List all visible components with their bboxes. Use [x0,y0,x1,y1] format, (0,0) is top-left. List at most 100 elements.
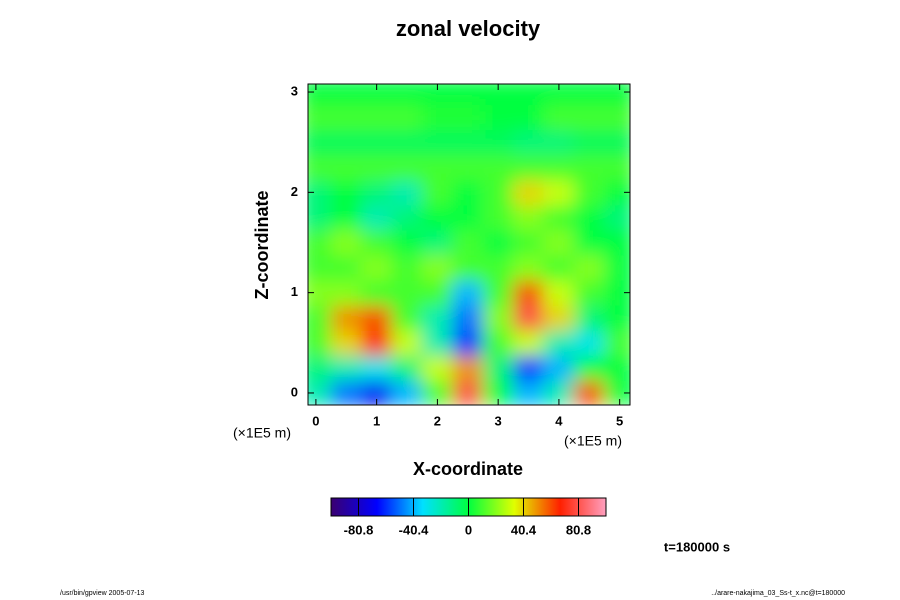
cell [603,379,630,405]
colorbar-tick-label: 0 [465,522,472,537]
cell [452,304,484,331]
cell [603,84,630,106]
cell [391,329,423,356]
cell [391,179,423,206]
cell [391,154,423,181]
y-unit: (×1E5 m) [233,425,291,441]
cell [360,279,393,306]
cell [512,254,545,281]
cell [330,304,362,331]
cell [573,104,605,131]
x-tick-label: 4 [555,413,563,428]
cell [573,304,605,331]
cell [603,154,630,181]
cell [573,279,605,306]
cell [360,329,393,356]
cell [573,204,605,231]
cell [452,229,484,256]
cell [360,254,393,281]
cell [543,354,575,381]
cell [482,329,514,356]
cell [543,129,575,156]
cell [603,229,630,256]
cell [391,104,423,131]
cell [421,229,454,256]
cell [512,279,545,306]
cell [573,354,605,381]
cell [360,304,393,331]
x-unit: (×1E5 m) [564,433,622,449]
cell [391,229,423,256]
cell [452,329,484,356]
cell [512,154,545,181]
cell [603,129,630,156]
cell [391,204,423,231]
cell [573,179,605,206]
cell [452,254,484,281]
cell [308,379,332,405]
y-axis-label: Z-coordinate [252,190,272,299]
cell [308,254,332,281]
cell [573,84,605,106]
cell [391,254,423,281]
cell [391,354,423,381]
cell [360,154,393,181]
cell [421,129,454,156]
footer-left: /usr/bin/gpview 2005-07-13 [60,590,145,597]
cell [330,179,362,206]
colorbar-tick-label: -80.8 [344,522,374,537]
cell [421,104,454,131]
cell [330,129,362,156]
x-axis-label: X-coordinate [413,459,523,479]
cell [308,104,332,131]
cell [482,129,514,156]
cell [308,204,332,231]
cell [391,379,423,405]
cell [603,279,630,306]
y-tick-label: 2 [291,184,298,199]
cell [330,279,362,306]
cell [512,179,545,206]
cell [360,179,393,206]
cell [330,354,362,381]
field [308,84,630,405]
cell [330,329,362,356]
cell [512,304,545,331]
cell [330,379,362,405]
cell [330,154,362,181]
cell [512,204,545,231]
footer-right: ../arare-nakajima_03_Ss-t_x.nc@t=180000 [711,590,845,597]
cell [330,254,362,281]
cell [543,254,575,281]
cell [543,204,575,231]
cell [308,84,332,106]
x-tick-label: 5 [616,413,623,428]
cell [391,304,423,331]
cell [308,279,332,306]
cell [573,154,605,181]
cell [603,304,630,331]
cell [452,354,484,381]
cell [603,254,630,281]
cell [452,279,484,306]
cell [543,84,575,106]
cell [482,204,514,231]
y-tick-label: 1 [291,284,298,299]
cell [308,129,332,156]
cell [330,204,362,231]
cell [482,229,514,256]
cell [421,304,454,331]
cell [573,254,605,281]
cell [512,129,545,156]
cell [360,84,393,106]
cell [421,84,454,106]
x-tick-label: 2 [434,413,441,428]
x-tick-label: 3 [495,413,502,428]
cell [360,129,393,156]
cell [482,254,514,281]
cell [391,129,423,156]
cell [482,304,514,331]
cell [543,104,575,131]
cell [308,229,332,256]
cell [452,104,484,131]
